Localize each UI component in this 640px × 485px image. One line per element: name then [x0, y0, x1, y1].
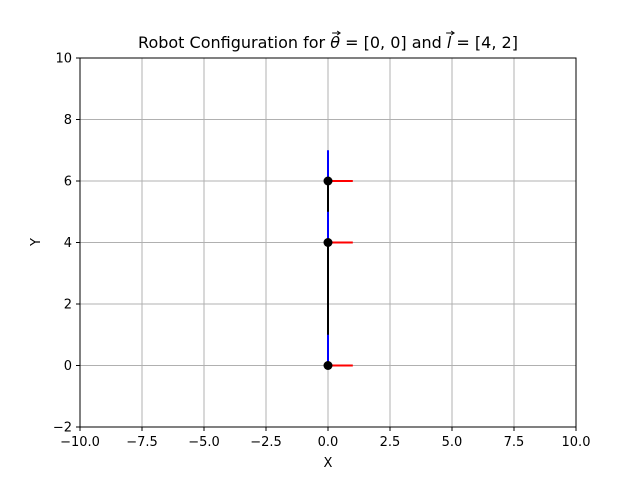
ticks: −10.0 −7.5 −5.0 −2.5 0.0 2.5 5.0 7.5 10.0 −2 0 2 4 6 8… [53, 52, 591, 451]
x-tick-label: 0.0 [318, 435, 339, 450]
y-tick-label: 8 [64, 113, 72, 128]
x-axis-label: X [324, 456, 333, 471]
y-tick-label: 10 [55, 52, 72, 67]
x-tick-label: −5.0 [188, 435, 220, 450]
x-tick-label: −7.5 [126, 435, 158, 450]
joint-marker [323, 361, 333, 370]
y-tick-label: 6 [64, 175, 72, 190]
chart-title: Robot Configuration for θ = [0, 0] and l… [138, 33, 518, 52]
y-axis-label: Y [29, 238, 44, 247]
x-tick-label: 5.0 [442, 435, 463, 450]
title-prefix: Robot Configuration for [138, 33, 330, 52]
plot-area [323, 150, 353, 370]
y-tick-label: −2 [53, 421, 72, 436]
title-l-symbol: l [447, 33, 452, 52]
joint-marker [323, 238, 333, 247]
theta-arrowhead-icon [336, 30, 342, 36]
y-tick-label: 0 [64, 359, 72, 374]
y-tick-label: 4 [64, 236, 72, 251]
title-vector-arrows [332, 30, 456, 36]
x-tick-label: 2.5 [380, 435, 401, 450]
joint-marker [323, 176, 333, 186]
y-tick-label: 2 [64, 298, 72, 313]
title-theta-symbol: θ [330, 33, 340, 52]
title-l-value: = [4, 2] [451, 33, 518, 52]
l-arrowhead-icon [450, 30, 456, 36]
x-tick-label: 10.0 [562, 435, 591, 450]
x-tick-label: −10.0 [60, 435, 100, 450]
x-tick-label: −2.5 [250, 435, 282, 450]
x-tick-label: 7.5 [504, 435, 525, 450]
title-theta-value: = [0, 0] and [340, 33, 447, 52]
